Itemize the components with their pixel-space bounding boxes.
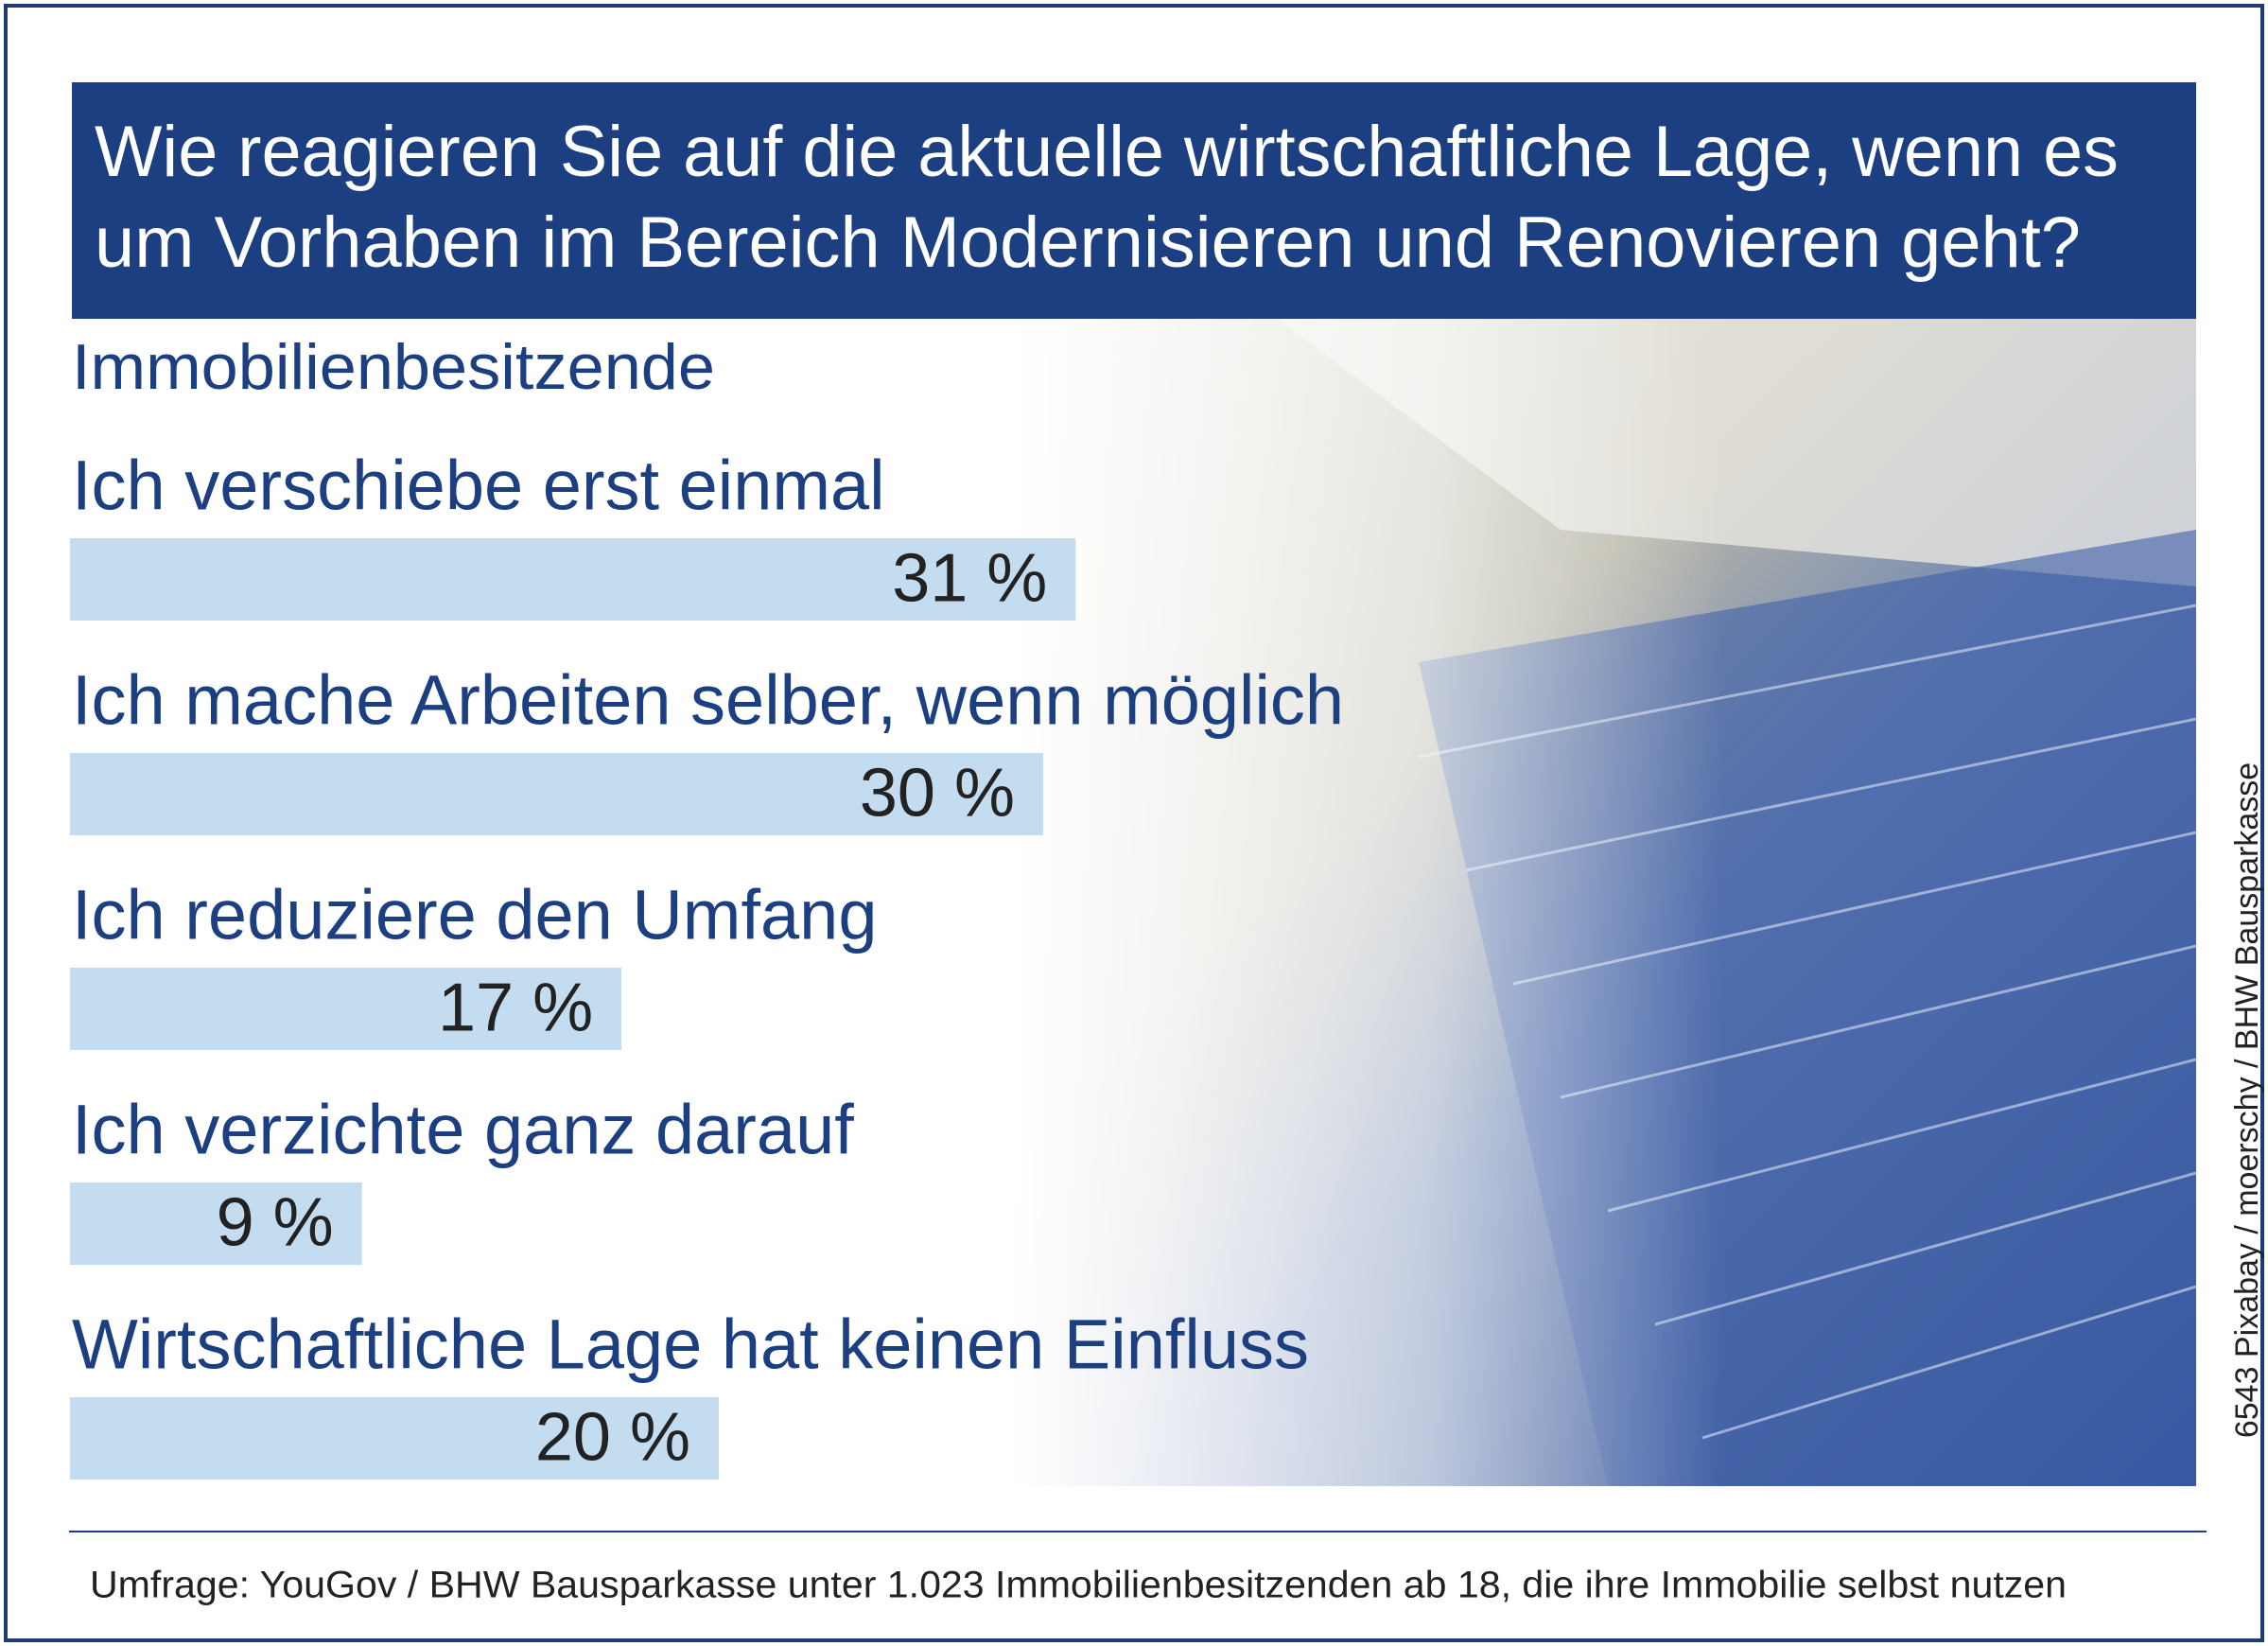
category-label: Ich mache Arbeiten selber, wenn möglich	[72, 661, 1344, 740]
value-label: 9 %	[217, 1185, 334, 1261]
photo-credit: 6543 Pixabay / moerschy / BHW Bausparkas…	[2229, 762, 2265, 1438]
title-bar	[72, 82, 2196, 319]
bar	[70, 538, 1076, 621]
bar	[70, 968, 622, 1050]
chart-title: um Vorhaben im Bereich Modernisieren und…	[95, 202, 2081, 283]
category-label: Ich reduziere den Umfang	[72, 876, 877, 954]
value-label: 17 %	[438, 971, 593, 1046]
value-label: 31 %	[892, 541, 1047, 617]
bar	[70, 1397, 719, 1480]
background-photo	[1013, 319, 2196, 1486]
subtitle: Immobilienbesitzende	[72, 331, 715, 403]
frame	[4, 4, 2264, 1642]
source-note: Umfrage: YouGov / BHW Bausparkasse unter…	[90, 1565, 2067, 1606]
chart-title: Wie reagieren Sie auf die aktuelle wirts…	[95, 112, 2119, 192]
category-label: Ich verschiebe erst einmal	[72, 447, 885, 525]
value-label: 20 %	[535, 1400, 690, 1476]
bar	[70, 1182, 362, 1265]
category-label: Wirtschaftliche Lage hat keinen Einfluss	[72, 1305, 1309, 1384]
category-label: Ich verzichte ganz darauf	[72, 1091, 854, 1169]
bar	[70, 753, 1043, 835]
value-label: 30 %	[860, 756, 1015, 832]
